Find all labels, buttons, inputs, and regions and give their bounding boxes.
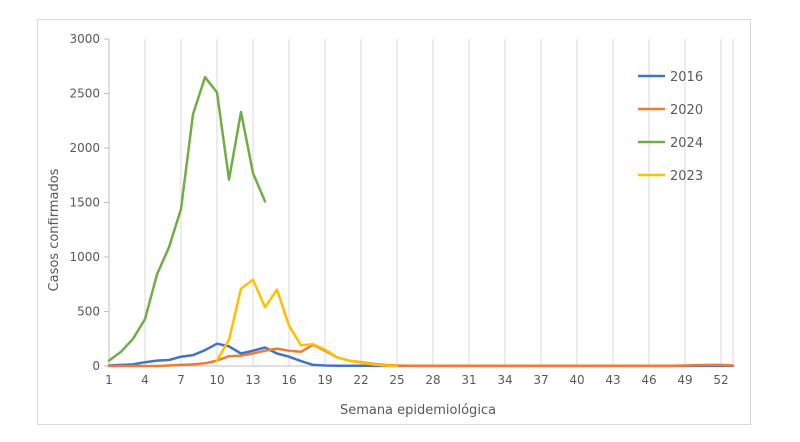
x-tick-label: 25 [389, 373, 404, 387]
x-tick-label: 46 [641, 373, 656, 387]
legend-label-2024: 2024 [670, 136, 703, 151]
y-tick-label: 500 [77, 305, 100, 319]
legend-label-2020: 2020 [670, 103, 703, 118]
x-tick-label: 10 [209, 373, 224, 387]
y-tick-label: 3000 [69, 32, 100, 46]
x-tick-labels: 1 4 7 10 13 16 19 22 25 28 31 34 37 40 43 46 49 52 [105, 373, 728, 387]
y-tick-label: 1000 [69, 250, 100, 264]
legend[interactable]: 2016 2020 2024 2023 [638, 70, 703, 184]
y-tick-labels: 0 500 1000 1500 2000 2500 3000 [69, 32, 100, 373]
x-tick-label: 49 [677, 373, 692, 387]
x-tick-label: 1 [105, 373, 113, 387]
x-tick-label: 19 [317, 373, 332, 387]
chart-frame [37, 19, 751, 425]
x-tick-label: 31 [461, 373, 476, 387]
y-tick-label: 2000 [69, 141, 100, 155]
series-line-2023 [215, 278, 399, 368]
legend-label-2023: 2023 [670, 169, 703, 184]
x-tick-label: 43 [605, 373, 620, 387]
y-tick-label: 2500 [69, 87, 100, 101]
y-tick-label: 0 [92, 359, 100, 373]
x-tick-label: 34 [497, 373, 512, 387]
x-axis-title: Semana epidemiológica [340, 403, 496, 418]
x-tick-label: 40 [569, 373, 584, 387]
series-line-2024 [107, 75, 267, 362]
grid [144, 39, 734, 366]
y-tick-label: 1500 [69, 196, 100, 210]
series-lines [107, 75, 735, 368]
x-tick-label: 52 [713, 373, 728, 387]
x-tick-label: 37 [533, 373, 548, 387]
x-tick-label: 28 [425, 373, 440, 387]
x-tick-label: 4 [141, 373, 149, 387]
series-line-2020 [107, 343, 735, 368]
x-tick-label: 7 [177, 373, 185, 387]
axes [104, 38, 733, 367]
x-tick-label: 16 [281, 373, 296, 387]
x-tick-label: 13 [245, 373, 260, 387]
x-tick-label: 22 [353, 373, 368, 387]
y-axis-title: Casos confirmados [47, 168, 62, 291]
legend-label-2016: 2016 [670, 70, 703, 85]
